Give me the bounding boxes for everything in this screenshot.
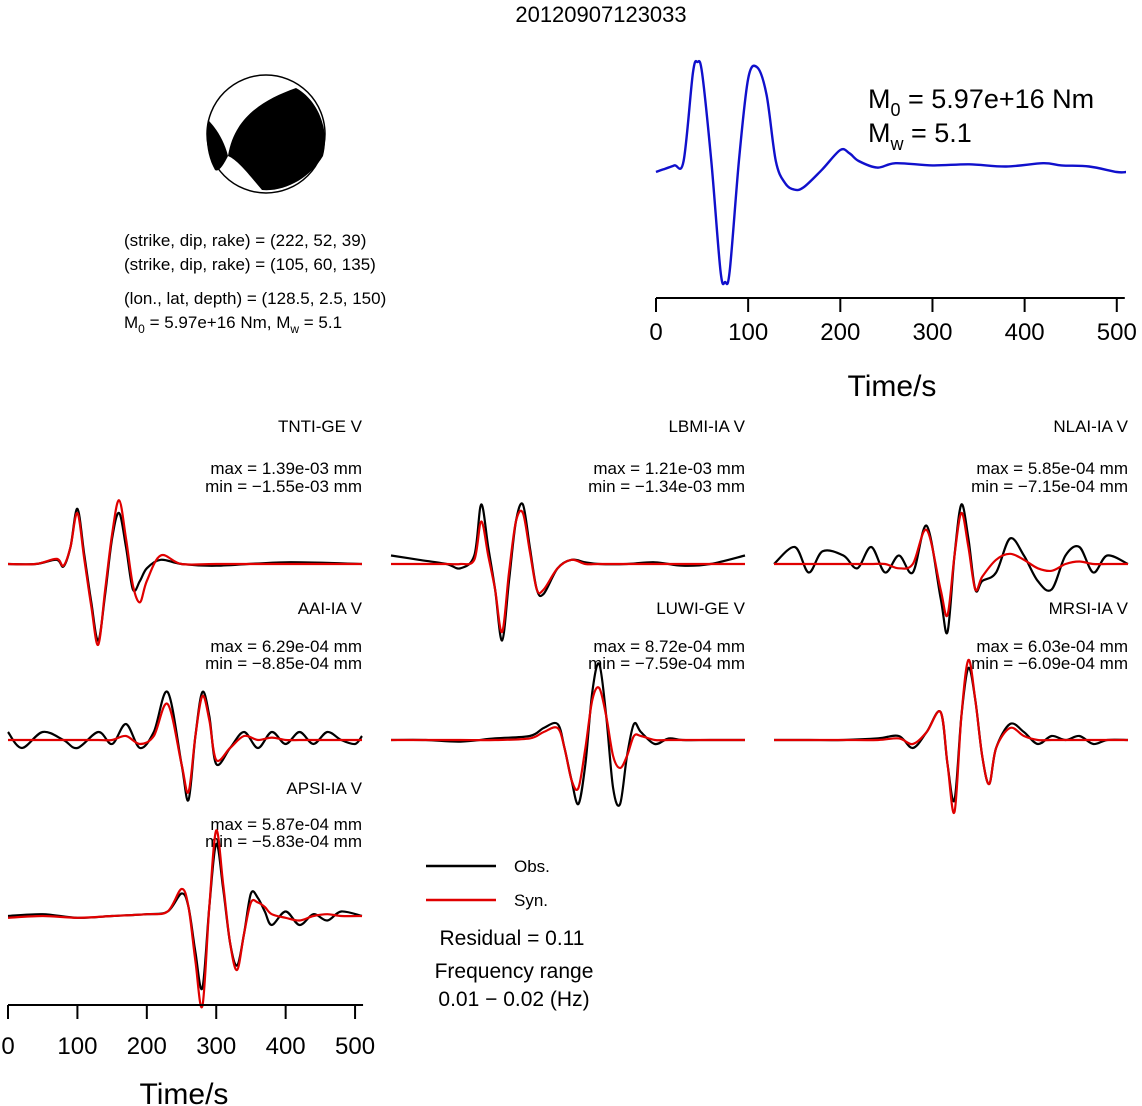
mechanism-info: (strike, dip, rake) = (222, 52, 39) (str… [124,231,386,336]
station-min: min = −1.34e-03 mm [588,477,745,496]
stf-x-axis: 0 100 200 300 400 500 [649,297,1137,346]
waveform-tick-label: 100 [57,1033,97,1060]
stf-line [655,59,1127,286]
stf-xlabel: Time/s [848,370,937,403]
station-min: min = −6.09e-04 mm [971,654,1128,673]
stf-tick-label: 300 [912,319,952,346]
waveform-tick-label: 200 [127,1033,167,1060]
beachball [206,74,326,194]
observed-trace [773,666,1129,803]
observed-trace [390,662,745,807]
synthetic-trace [390,686,745,792]
station-label: LUWI-GE V [656,599,745,618]
station-label: APSI-IA V [286,779,362,798]
beachball-compression-main [228,88,325,191]
station-label: NLAI-IA V [1053,417,1128,436]
stf-tick-label: 500 [1097,319,1137,346]
observed-trace [7,507,363,642]
legend-obs-label: Obs. [514,857,550,876]
stf-tick-label: 0 [649,319,662,346]
synthetic-trace [7,829,363,1009]
waveform-tick-label: 300 [196,1033,236,1060]
station-label: TNTI-GE V [278,417,363,436]
station-label: LBMI-IA V [668,417,745,436]
station-max: max = 6.03e-04 mm [976,637,1128,656]
station-label: AAI-IA V [298,599,363,618]
station-min: min = −1.55e-03 mm [205,477,362,496]
station-max: max = 8.72e-04 mm [593,637,745,656]
stf-mw-label: Mw = 5.1 [868,118,972,154]
waveform-tick-label: 400 [266,1033,306,1060]
waveform-xlabel: Time/s [140,1078,229,1106]
synthetic-trace [773,658,1128,815]
stf-tick-label: 400 [1005,319,1045,346]
frequency-label: Frequency range [435,960,594,983]
station-max: max = 1.21e-03 mm [593,459,745,478]
waveform-x-axis: 0 100 200 300 400 500 [1,1004,375,1060]
waveform-tick-label: 0 [1,1033,14,1060]
stf-panel: 0 100 200 300 400 500 Time/s M0 = 5.97e+16 Nm… [649,59,1137,403]
event-title: 20120907123033 [515,2,686,27]
station-min: min = −8.85e-04 mm [205,654,362,673]
beachball-compression-left [206,120,228,171]
station-max: max = 5.85e-04 mm [976,459,1128,478]
synthetic-trace [7,499,362,646]
legend: Obs. Syn. [426,857,550,910]
location-text: (lon., lat, depth) = (128.5, 2.5, 150) [124,289,386,308]
stf-tick-label: 200 [820,319,860,346]
plane2-text: (strike, dip, rake) = (105, 60, 135) [124,255,376,274]
station-min: min = −7.59e-04 mm [588,654,745,673]
station-max: max = 5.87e-04 mm [210,815,362,834]
synthetic-trace [773,511,1128,618]
station-max: max = 6.29e-04 mm [210,637,362,656]
legend-syn-label: Syn. [514,891,548,910]
plane1-text: (strike, dip, rake) = (222, 52, 39) [124,231,366,250]
station-min: min = −5.83e-04 mm [205,832,362,851]
station-min: min = −7.15e-04 mm [971,477,1128,496]
waveform-tick-label: 500 [335,1033,375,1060]
residual-text: Residual = 0.11 [440,927,585,950]
synthetic-trace [7,694,362,794]
stf-tick-label: 100 [728,319,768,346]
station-label: MRSI-IA V [1049,599,1129,618]
stf-m0-label: M0 = 5.97e+16 Nm [868,84,1094,120]
moment-text: M0 = 5.97e+16 Nm, Mw = 5.1 [124,313,342,336]
frequency-range: 0.01 − 0.02 (Hz) [438,988,589,1011]
synthetic-trace [390,509,745,634]
station-max: max = 1.39e-03 mm [210,459,362,478]
observed-trace [390,502,746,642]
